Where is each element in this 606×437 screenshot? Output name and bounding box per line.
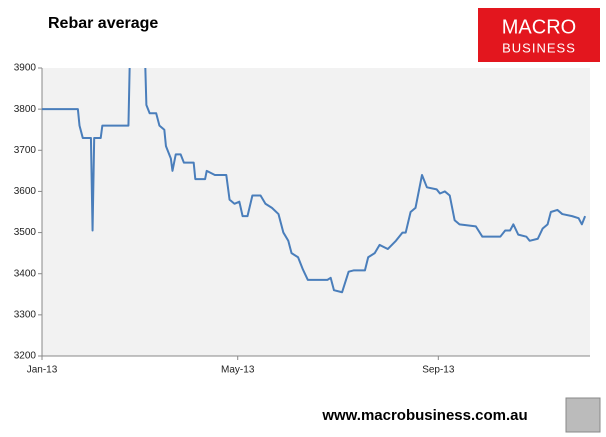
y-tick-label: 3400	[14, 268, 37, 279]
x-tick-label: May-13	[221, 365, 255, 376]
y-tick-label: 3300	[14, 309, 37, 320]
chart-title: Rebar average	[48, 15, 158, 32]
y-tick-label: 3200	[14, 351, 37, 362]
x-tick-label: Jan-13	[27, 365, 58, 376]
y-tick-label: 3500	[14, 227, 37, 238]
y-tick-label: 3600	[14, 186, 37, 197]
logo-text: BUSINESS	[502, 40, 576, 55]
y-tick-label: 3900	[14, 63, 37, 74]
logo-text: MACRO	[502, 16, 576, 38]
plot-area	[42, 68, 590, 356]
y-tick-label: 3800	[14, 104, 37, 115]
logo-box	[478, 8, 600, 62]
wolf-icon	[565, 397, 601, 433]
data-line	[42, 68, 587, 294]
y-tick-label: 3700	[14, 145, 37, 156]
x-tick-label: Sep-13	[422, 365, 455, 376]
footer-url: www.macrobusiness.com.au	[321, 407, 527, 424]
